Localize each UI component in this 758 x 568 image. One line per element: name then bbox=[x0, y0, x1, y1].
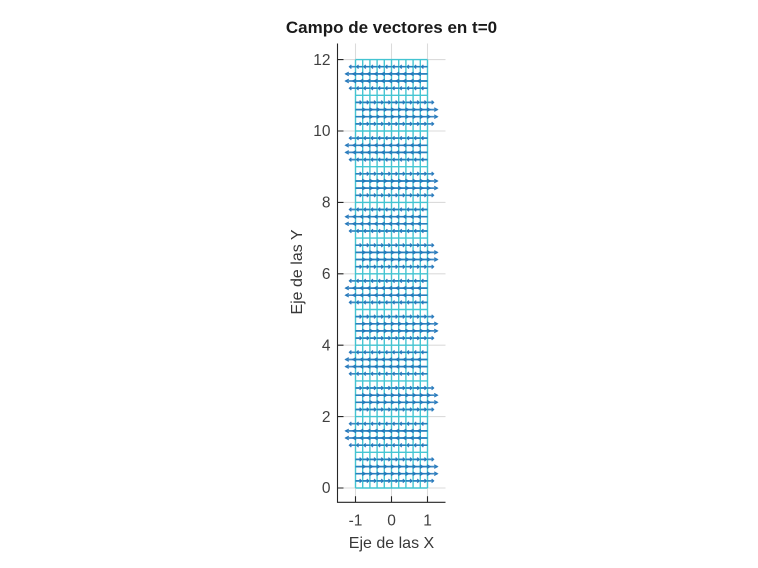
axis-ticks bbox=[337, 59, 429, 503]
x-tick-label: 0 bbox=[387, 512, 396, 529]
x-tick-label: 1 bbox=[423, 512, 432, 529]
y-tick-label: 10 bbox=[313, 123, 331, 140]
u-vector-heads bbox=[344, 64, 439, 484]
y-tick-label: 0 bbox=[322, 480, 331, 497]
y-tick-label: 2 bbox=[322, 409, 331, 426]
y-axis-label: Eje de las Y bbox=[289, 229, 306, 314]
axis-lines bbox=[336, 43, 446, 503]
plot-title: Campo de vectores en t=0 bbox=[286, 18, 497, 37]
y-tick-label: 8 bbox=[322, 195, 331, 212]
x-tick-label: -1 bbox=[349, 512, 363, 529]
u-vector-shafts bbox=[345, 65, 438, 482]
y-tick-label: 4 bbox=[322, 337, 331, 354]
y-tick-label: 12 bbox=[313, 52, 330, 69]
y-tick-label: 6 bbox=[322, 266, 331, 283]
x-axis-label: Eje de las X bbox=[349, 535, 435, 552]
plot-render-layer: 0 2 4 6 8 10 12 -1 0 1 bbox=[313, 43, 446, 529]
